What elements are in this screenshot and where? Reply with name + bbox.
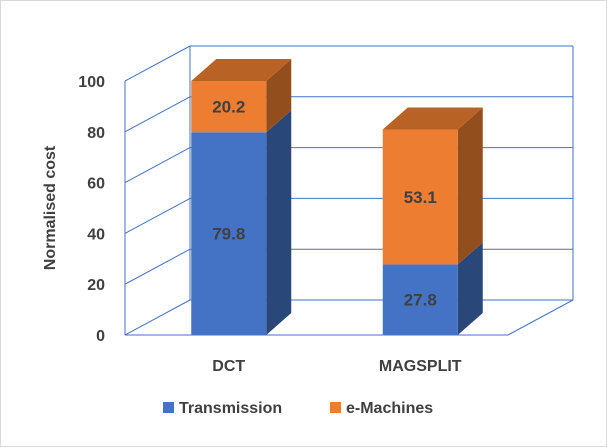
bar-e-machines-magsplit — [382, 129, 458, 265]
x-category-label: DCT — [212, 358, 245, 375]
bar-transmission-dct — [191, 132, 267, 335]
legend-swatch-transmission — [163, 402, 174, 413]
bar-side-transmission-magsplit — [457, 242, 483, 335]
y-tick-label: 20 — [87, 277, 105, 294]
labels-layer: 79.8 20.2 DCT 27.8 53.1 MAGSPLIT — [212, 98, 462, 375]
gridline-side-60 — [124, 147, 191, 184]
legend-swatch-e-machines — [330, 402, 341, 413]
y-tick-label: 100 — [78, 74, 105, 91]
y-tick-label: 80 — [87, 125, 105, 142]
x-category-label: MAGSPLIT — [379, 358, 462, 375]
gridline-side-0 — [124, 299, 191, 336]
legend-label: e-Machines — [346, 400, 433, 417]
grid-layer: 0 20 40 60 80 100 — [78, 45, 574, 345]
y-tick-label: 0 — [96, 328, 105, 345]
bar-top-magsplit — [382, 107, 483, 130]
bar-e-machines-dct — [191, 81, 267, 133]
gridline-side-100 — [124, 45, 191, 82]
bar-side-e-machines-dct — [266, 59, 292, 133]
floor-right-edge — [507, 299, 574, 336]
bar-top-dct — [191, 59, 292, 81]
bar-transmission-magsplit — [382, 264, 458, 335]
data-label: 27.8 — [404, 291, 437, 310]
data-label: 20.2 — [212, 98, 245, 117]
bar-side-e-machines-magsplit — [457, 107, 483, 265]
data-label: 53.1 — [404, 188, 437, 207]
y-axis-title: Normalised cost — [42, 145, 59, 270]
gridline-side-20 — [124, 248, 191, 285]
legend: Transmission e-Machines — [163, 400, 433, 417]
data-label: 79.8 — [212, 225, 245, 244]
bar-side-transmission-dct — [266, 110, 292, 335]
gridline-side-40 — [124, 197, 191, 234]
legend-label: Transmission — [179, 400, 282, 417]
gridline-side-80 — [124, 96, 191, 133]
y-tick-label: 60 — [87, 176, 105, 193]
y-tick-label: 40 — [87, 226, 105, 243]
bars-layer — [191, 59, 483, 335]
